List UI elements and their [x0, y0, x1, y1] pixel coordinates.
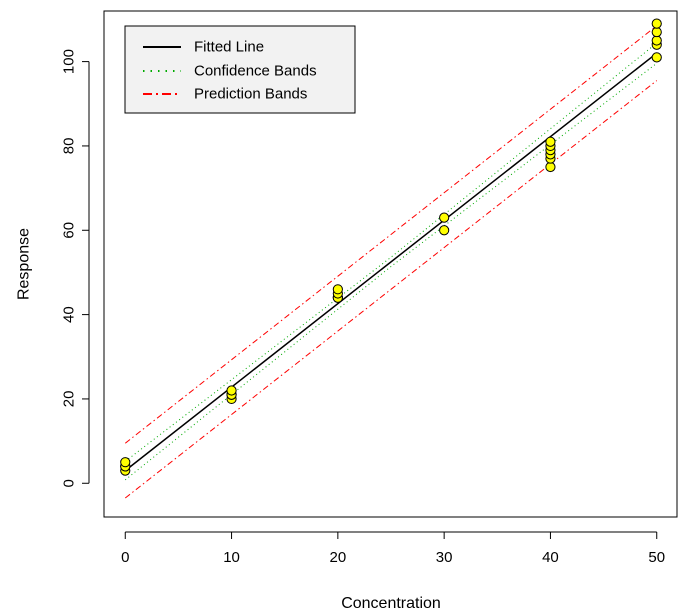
x-tick-label: 0	[121, 549, 129, 566]
data-point	[651, 35, 662, 46]
plot-layer	[120, 18, 662, 499]
legend-label-prediction-bands: Prediction Bands	[194, 86, 307, 103]
data-point	[120, 457, 131, 468]
x-tick-label: 30	[436, 549, 453, 566]
data-point	[545, 161, 556, 173]
y-tick-label: 60	[61, 222, 78, 239]
x-tick-label: 20	[330, 549, 347, 566]
data-point	[332, 284, 343, 295]
y-axis-label: Response	[16, 228, 33, 300]
data-point	[226, 385, 237, 396]
legend-label-fitted-line: Fitted Line	[194, 39, 264, 56]
y-tick-label: 20	[61, 391, 78, 408]
x-axis-label: Concentration	[341, 595, 441, 612]
data-point	[651, 18, 662, 29]
data-point	[545, 136, 556, 147]
legend: Fitted Line Confidence Bands Prediction …	[124, 25, 356, 114]
prediction-band-upper	[124, 25, 658, 444]
x-tick-label: 10	[223, 549, 240, 566]
data-point	[651, 52, 662, 63]
fitted-line	[124, 52, 658, 472]
axes-layer: 0 10 20 30 40 50 0 20 40 60 80 100	[61, 49, 666, 566]
prediction-band-lower	[124, 80, 658, 499]
y-tick-label: 100	[61, 49, 78, 74]
legend-box	[124, 25, 356, 114]
plot-frame	[103, 10, 678, 518]
y-tick-label: 0	[61, 479, 78, 487]
confidence-band-lower	[124, 62, 658, 481]
y-tick-label: 40	[61, 306, 78, 323]
data-point	[651, 26, 662, 38]
x-tick-label: 50	[648, 549, 665, 566]
legend-label-confidence-bands: Confidence Bands	[194, 63, 317, 80]
x-tick-label: 40	[542, 549, 559, 566]
y-tick-label: 80	[61, 138, 78, 155]
data-point	[439, 225, 450, 236]
data-point	[439, 212, 450, 223]
